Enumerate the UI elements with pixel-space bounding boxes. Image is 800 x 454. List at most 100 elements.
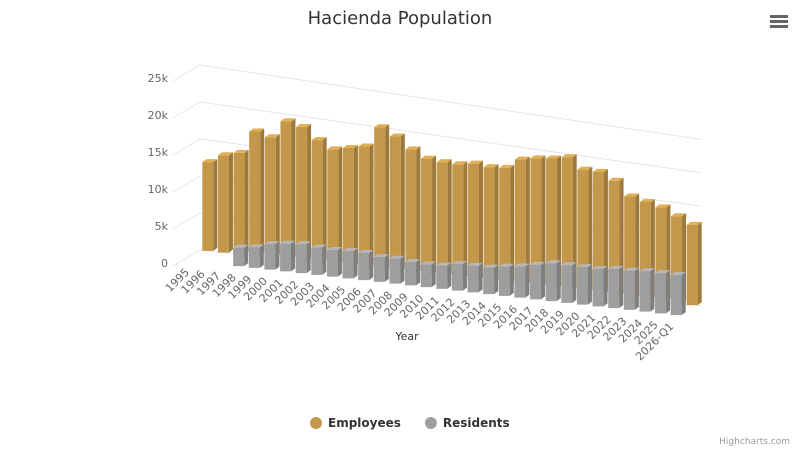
bar	[342, 248, 358, 279]
bar-top	[592, 168, 608, 172]
bar-front	[545, 263, 557, 302]
bar-front	[405, 262, 417, 286]
credits[interactable]: Highcharts.com	[719, 437, 790, 447]
bar-side	[384, 253, 389, 282]
bar	[342, 144, 358, 267]
bar-top	[483, 264, 499, 268]
y-tick-label: 10k	[148, 183, 169, 196]
bar	[373, 253, 389, 282]
bar-front	[483, 167, 495, 283]
y-tick-label: 25k	[148, 72, 169, 85]
bar	[311, 244, 327, 275]
bar-front	[436, 265, 448, 289]
bar-side	[416, 146, 421, 274]
bar-front	[249, 131, 261, 257]
bar-front	[624, 196, 636, 299]
grid-line	[172, 64, 703, 140]
bar	[498, 263, 514, 296]
bar-side	[369, 249, 374, 281]
bar-top	[483, 164, 499, 168]
bar-front	[467, 163, 479, 281]
bar-front	[296, 127, 308, 262]
bar	[389, 255, 405, 284]
bar-side	[400, 133, 405, 272]
bar-top	[389, 133, 405, 137]
bar-front	[326, 250, 338, 277]
bar-front	[639, 271, 651, 312]
bar-front	[311, 247, 323, 275]
bar-top	[405, 146, 421, 150]
legend-symbol	[424, 417, 437, 429]
bar-side	[494, 164, 499, 283]
bar	[467, 262, 483, 293]
bar	[217, 152, 233, 253]
legend-item[interactable]: Employees	[310, 416, 401, 430]
bar-front	[389, 136, 401, 272]
bar-front	[499, 167, 511, 285]
bar-side	[306, 241, 311, 274]
bar-side	[588, 166, 593, 293]
y-tick-label: 0	[161, 257, 168, 270]
bar-top	[373, 253, 389, 257]
bar-front	[248, 247, 260, 268]
bar-front	[561, 157, 573, 292]
bar	[358, 143, 374, 269]
bar-front	[514, 159, 526, 286]
bar	[202, 159, 218, 251]
bar-top	[217, 152, 233, 156]
bar-front	[498, 266, 510, 296]
bar	[451, 260, 467, 291]
bar-front	[264, 137, 276, 258]
bar-side	[432, 155, 437, 276]
bar-side	[478, 160, 483, 281]
bar	[623, 267, 639, 310]
bar-top	[514, 263, 530, 267]
bar-top	[311, 244, 327, 248]
bar	[233, 244, 249, 267]
bar-side	[447, 159, 452, 278]
bar-front	[202, 162, 214, 251]
bar-top	[249, 128, 265, 132]
bar-front	[389, 258, 401, 284]
bar-top	[326, 247, 342, 251]
bar-top	[467, 160, 483, 164]
bar-top	[655, 204, 671, 208]
legend-item[interactable]: Residents	[424, 416, 510, 430]
bar-front	[592, 268, 604, 307]
bar-top	[233, 244, 249, 248]
bar	[420, 261, 436, 288]
bar-top	[639, 198, 655, 202]
bar	[639, 268, 655, 312]
bar-top	[545, 260, 561, 264]
bar-front	[655, 207, 667, 302]
bar-top	[202, 159, 218, 163]
menu-button[interactable]	[770, 15, 788, 28]
bar-top	[546, 155, 562, 159]
bar-side	[557, 155, 562, 290]
bar	[545, 260, 561, 302]
bar-side	[400, 255, 405, 284]
bar-top	[342, 144, 358, 148]
bar-side	[213, 159, 218, 251]
y-tick-label: 5k	[155, 220, 169, 233]
bar-side	[291, 118, 296, 260]
bar-top	[327, 146, 343, 150]
bar-front	[623, 270, 635, 310]
bar	[280, 118, 296, 260]
bar-front	[467, 265, 479, 293]
bar	[405, 259, 421, 286]
bar-top	[639, 268, 655, 272]
bar-front	[561, 265, 573, 303]
bar-top	[436, 159, 452, 163]
bar-side	[291, 240, 296, 272]
bar-side	[572, 262, 577, 303]
bar	[421, 155, 437, 276]
bar-side	[244, 149, 249, 255]
chart-title: Hacienda Population	[308, 8, 493, 29]
bar-front	[280, 243, 292, 272]
bar-top	[577, 166, 593, 170]
bar-top	[530, 261, 546, 265]
bar-top	[608, 265, 624, 269]
bar-side	[416, 259, 421, 286]
grid-line	[172, 101, 703, 174]
